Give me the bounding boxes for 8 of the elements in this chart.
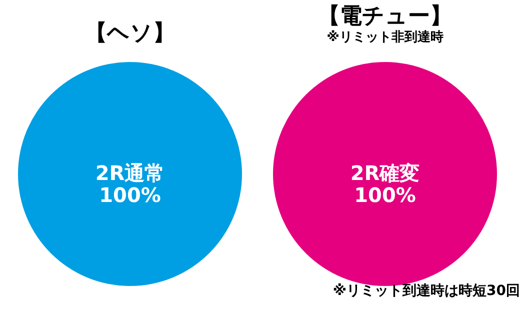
text: ※リミット到達時は時短30回 — [332, 283, 520, 299]
data-label: 100% — [99, 183, 161, 207]
chart-subtitle: ※リミット非到達時 — [326, 30, 444, 45]
slice-label: 2R確変 — [350, 161, 420, 185]
slice-label: 2R通常 — [95, 161, 165, 185]
chart-title: 【電チュー】 — [318, 4, 452, 29]
chart-title: 【ヘソ】 — [85, 21, 175, 46]
data-label: 100% — [354, 183, 416, 207]
